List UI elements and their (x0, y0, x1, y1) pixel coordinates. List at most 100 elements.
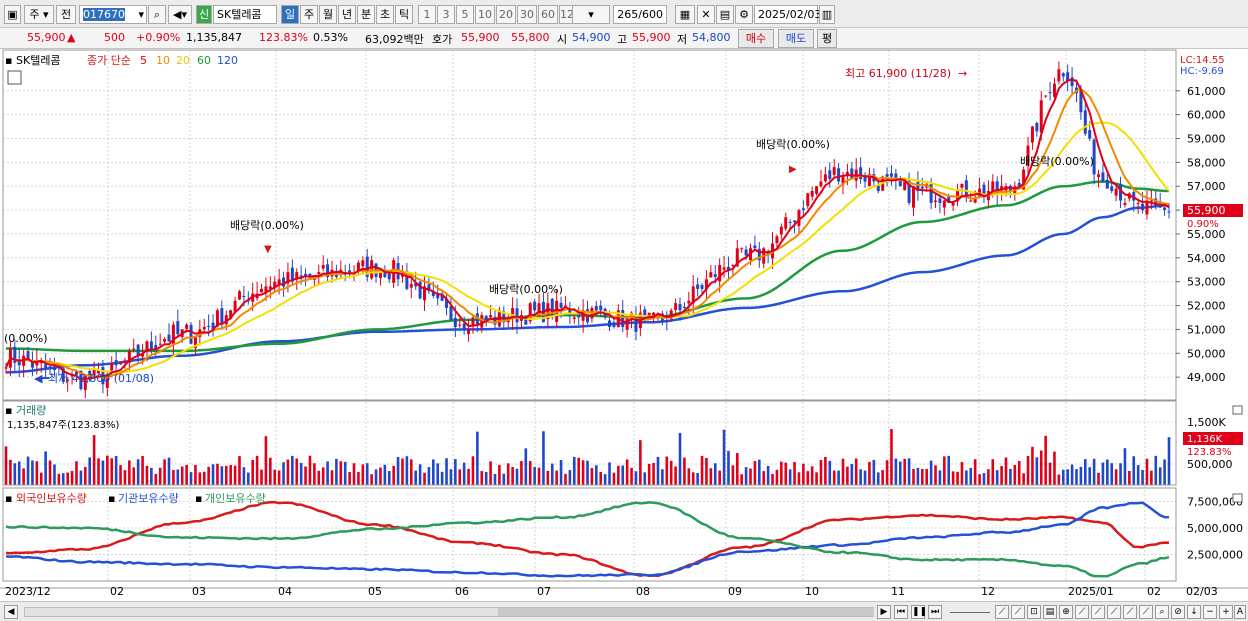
count-input[interactable]: 265/600 (613, 5, 667, 24)
period-tab[interactable]: 주 (300, 5, 318, 24)
candle-body (713, 274, 717, 277)
candle-body (810, 191, 814, 197)
holding-close-icon[interactable] (1232, 493, 1243, 503)
tool-icon[interactable]: ⟋ (1139, 605, 1153, 619)
scroll-left-icon[interactable]: ◀ (4, 605, 18, 619)
chart-scrollbar[interactable]: ◀ ▶ ⏮ ❚❚ ⏭ ⟋ ⟋ ⊡ ▤ ⊕ ⟋ ⟋ ⟋ ⟋ ⟋ ⌕ ⊘ ↓ − +… (0, 601, 1248, 621)
interval-select[interactable]: ▾ (572, 5, 610, 24)
tool-icon[interactable]: ⟋ (1091, 605, 1105, 619)
volume-bar (405, 456, 409, 485)
chevron-down-icon[interactable]: ↓ (1187, 605, 1201, 619)
volume-bar (828, 460, 832, 485)
volume-bar (1000, 466, 1003, 485)
tool-icon[interactable]: ⟋ (1011, 605, 1025, 619)
legend-institution[interactable]: 기관보유수량 (118, 492, 179, 505)
high-price: 55,900 (632, 31, 671, 44)
date-input[interactable]: 2025/02/03 (754, 5, 821, 24)
legend-individual[interactable]: 개인보유수량 (205, 492, 266, 505)
first-page-icon[interactable]: ⏮ (894, 605, 908, 619)
interval-tab[interactable]: 60 (538, 5, 558, 24)
pause-icon[interactable]: ❚❚ (911, 605, 928, 619)
candle-body (533, 301, 537, 311)
tool-icon[interactable]: ⊡ (1027, 605, 1041, 619)
candle-body (268, 286, 272, 289)
legend-foreign[interactable]: 외국인보유수량 (16, 492, 87, 505)
eval-button[interactable]: 평 (817, 29, 837, 48)
scroll-right-icon[interactable]: ▶ (877, 605, 891, 619)
period-tab[interactable]: 년 (338, 5, 356, 24)
tool-icon[interactable]: ⟋ (995, 605, 1009, 619)
candle-body (929, 184, 933, 203)
interval-tab[interactable]: 30 (517, 5, 537, 24)
price-panel-name[interactable]: SK텔레콤 (16, 54, 61, 67)
interval-tab[interactable]: 20 (496, 5, 516, 24)
tool-icon[interactable]: ⟋ (1107, 605, 1121, 619)
ma-label[interactable]: 종가 단순 (87, 54, 131, 67)
tool-icon[interactable]: ▤ (1043, 605, 1057, 619)
calendar-icon[interactable]: ▥ (819, 5, 835, 24)
prev-button[interactable]: 전 (56, 5, 76, 24)
chevron-down-icon[interactable]: ▾ (138, 8, 144, 21)
stock-name-field[interactable]: SK텔레콤 (213, 5, 277, 24)
ma-period-5[interactable]: 5 (140, 54, 147, 67)
candle-body (907, 180, 911, 203)
candle-body (951, 202, 955, 206)
buy-button[interactable]: 매수 (738, 29, 774, 48)
candle-body (1154, 198, 1158, 206)
sound-icon[interactable]: ◀▾ (168, 5, 192, 24)
tool-icon[interactable]: ⊕ (1059, 605, 1073, 619)
search-icon[interactable]: ⌕ (148, 5, 166, 24)
stock-chart[interactable]: 61,00060,00059,00058,00057,00056,00055,0… (0, 49, 1248, 601)
period-tab[interactable]: 일 (281, 5, 299, 24)
volume-bar (762, 471, 766, 485)
ma-period-60[interactable]: 60 (197, 54, 211, 67)
layout-icon[interactable]: ▣ (4, 5, 21, 24)
interval-tab[interactable]: 10 (475, 5, 495, 24)
volume-bar (467, 468, 470, 485)
interval-tab[interactable]: 5 (456, 5, 474, 24)
candle-body (1097, 174, 1101, 178)
candle-body (1105, 179, 1109, 189)
save-icon[interactable]: ▤ (716, 5, 734, 24)
tool-icon[interactable]: ⟋ (1123, 605, 1137, 619)
zoom-out-icon[interactable]: − (1203, 605, 1217, 619)
interval-tab[interactable]: 3 (437, 5, 455, 24)
last-page-icon[interactable]: ⏭ (928, 605, 942, 619)
current-price-tag-value: 55,900 (1187, 204, 1226, 217)
sell-button[interactable]: 매도 (778, 29, 814, 48)
volume-bar (630, 467, 633, 485)
market-select[interactable]: 주 ▾ (24, 5, 54, 24)
candle-body (784, 217, 788, 229)
period-tab[interactable]: 분 (357, 5, 375, 24)
zoom-in-icon[interactable]: + (1219, 605, 1233, 619)
candle-body (779, 226, 783, 235)
crosshair-icon[interactable]: ✕ (697, 5, 715, 24)
table-view-icon[interactable] (7, 70, 22, 85)
interval-tab[interactable]: 1 (418, 5, 436, 24)
zoom-slider[interactable] (950, 612, 990, 613)
x-axis-label: 04 (278, 585, 292, 598)
trade-amount: 63,092백만 (365, 33, 424, 46)
period-tab[interactable]: 월 (319, 5, 337, 24)
volume-close-icon[interactable] (1232, 405, 1243, 415)
period-tab[interactable]: 초 (376, 5, 394, 24)
count-total: /600 (638, 8, 663, 21)
ma-period-20[interactable]: 20 (176, 54, 190, 67)
tool-icon[interactable]: ⊘ (1171, 605, 1185, 619)
volume-bar (520, 461, 523, 485)
candle-body (4, 367, 8, 369)
volume-bar (824, 456, 827, 485)
tool-icon[interactable]: ⌕ (1155, 605, 1169, 619)
grid-icon[interactable]: ▦ (675, 5, 695, 24)
scroll-thumb[interactable] (498, 608, 874, 616)
font-icon[interactable]: A (1234, 605, 1246, 619)
gear-icon[interactable]: ⚙ (735, 5, 753, 24)
ma-period-120[interactable]: 120 (217, 54, 238, 67)
period-tab[interactable]: 틱 (395, 5, 413, 24)
volume-bar (123, 470, 127, 485)
stock-code-input[interactable]: 017670 ▾ (79, 5, 147, 24)
scroll-track[interactable] (24, 607, 874, 617)
volume-title[interactable]: 거래량 (16, 404, 46, 417)
tool-icon[interactable]: ⟋ (1075, 605, 1089, 619)
ma-period-10[interactable]: 10 (156, 54, 170, 67)
